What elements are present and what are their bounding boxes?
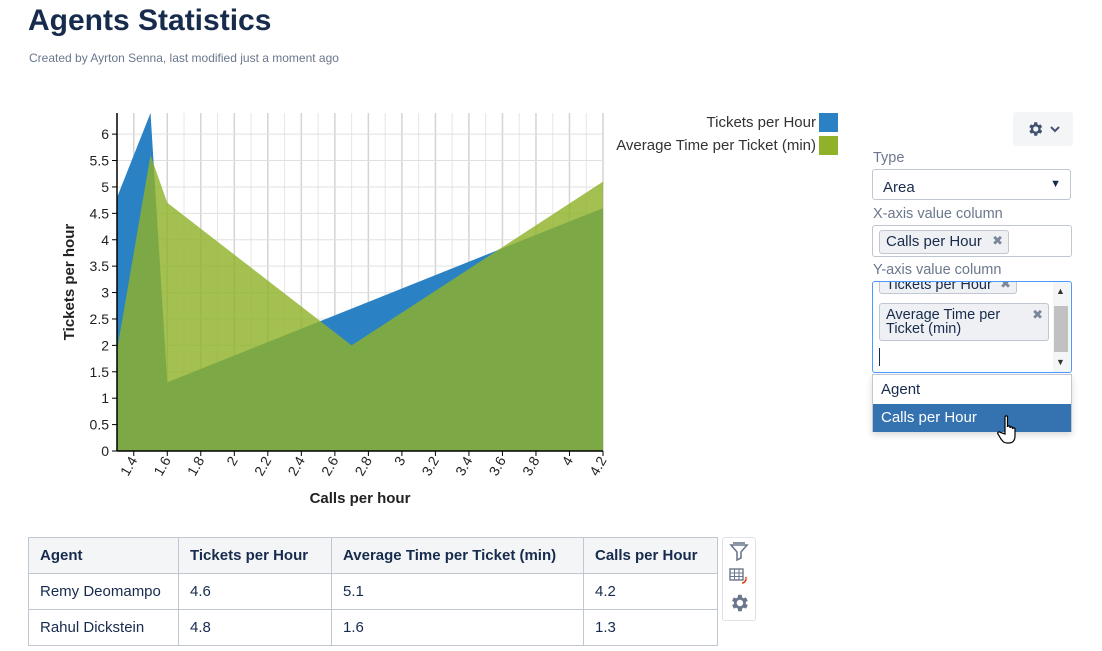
legend-label-avg-time: Average Time per Ticket (min) xyxy=(616,137,816,154)
y-axis-options-dropdown: Agent Calls per Hour xyxy=(872,374,1072,432)
x-axis-column-input[interactable]: Calls per Hour ✖ xyxy=(872,225,1072,257)
table-cell: 5.1 xyxy=(331,573,584,610)
table-transform-icon[interactable] xyxy=(728,566,750,588)
x-tick-label: 2.4 xyxy=(284,453,308,478)
x-axis-tag: Calls per Hour ✖ xyxy=(879,230,1009,254)
chart-settings-button[interactable] xyxy=(1013,112,1073,146)
table-cell: 4.6 xyxy=(178,573,332,610)
x-tick-label: 1.4 xyxy=(117,453,141,478)
legend-label-tickets: Tickets per Hour xyxy=(706,114,816,131)
y-axis-tag-avg-time-line2: Ticket (min) xyxy=(886,321,962,337)
y-tick-label: 1 xyxy=(101,390,109,406)
type-label: Type xyxy=(873,150,905,166)
type-select-value: Area xyxy=(883,179,915,196)
y-tick-label: 0.5 xyxy=(90,417,110,433)
x-tick-label: 2.8 xyxy=(351,453,375,478)
legend-item-tickets: Tickets per Hour xyxy=(707,113,838,132)
table-cell: Rahul Dickstein xyxy=(28,609,179,646)
x-tick-label: 3.8 xyxy=(519,453,543,478)
x-tick-label: 1.6 xyxy=(150,453,174,478)
table-cell: 1.3 xyxy=(583,609,718,646)
agents-table: Agent Tickets per Hour Average Time per … xyxy=(28,537,718,646)
legend-item-avg-time: Average Time per Ticket (min) xyxy=(616,136,838,155)
text-cursor xyxy=(879,348,880,366)
x-tick-label: 2.6 xyxy=(318,453,342,478)
table-cell: 4.8 xyxy=(178,609,332,646)
legend-swatch-tickets xyxy=(819,113,838,132)
y-tick-label: 5.5 xyxy=(90,153,110,169)
scroll-down-icon[interactable]: ▼ xyxy=(1056,357,1065,367)
select-arrow-icon: ▼ xyxy=(1050,178,1061,190)
remove-tag-icon[interactable]: ✖ xyxy=(1000,281,1011,291)
x-tick-label: 3 xyxy=(391,453,409,468)
y-tick-label: 4 xyxy=(101,232,109,248)
table-header-row: Agent Tickets per Hour Average Time per … xyxy=(28,537,718,574)
area-series-1 xyxy=(117,155,603,451)
y-tick-label: 3.5 xyxy=(90,258,110,274)
remove-tag-icon[interactable]: ✖ xyxy=(992,233,1003,248)
table-cell: 4.2 xyxy=(583,573,718,610)
type-select[interactable]: Area ▼ xyxy=(872,169,1071,200)
option-agent[interactable]: Agent xyxy=(881,381,921,398)
x-tick-label: 2.2 xyxy=(251,453,275,478)
y-tick-label: 2 xyxy=(101,337,109,353)
area-chart: 0 0.5 1 1.5 2 2.5 3 3.5 4 4.5 5 5.5 6 1.4 1.6 1.8 2 2.2 2.… xyxy=(61,113,610,507)
table-cell: Remy Deomampo xyxy=(28,573,179,610)
x-tick-label: 4.2 xyxy=(586,453,610,478)
page-byline: Created by Ayrton Senna, last modified j… xyxy=(29,51,339,65)
y-tick-label: 0 xyxy=(101,443,109,459)
x-tick-label: 1.8 xyxy=(184,453,208,478)
column-header[interactable]: Tickets per Hour xyxy=(178,537,332,574)
x-tick-label: 3.2 xyxy=(418,453,442,478)
x-tick-label: 2 xyxy=(223,453,241,468)
legend-swatch-avg-time xyxy=(819,136,838,155)
x-axis-tag-label: Calls per Hour xyxy=(886,233,982,250)
table-row: Rahul Dickstein 4.8 1.6 1.3 xyxy=(28,609,718,646)
option-calls-per-hour[interactable]: Calls per Hour xyxy=(873,404,1071,432)
y-tick-label: 1.5 xyxy=(90,364,110,380)
filter-icon[interactable] xyxy=(728,541,750,563)
column-header[interactable]: Calls per Hour xyxy=(583,537,718,574)
column-header[interactable]: Average Time per Ticket (min) xyxy=(331,537,584,574)
y-axis-tag-avg-time-line1: Average Time per xyxy=(886,307,1001,323)
y-tick-label: 2.5 xyxy=(90,311,110,327)
x-tick-label: 3.4 xyxy=(452,453,476,478)
scrollbar-thumb[interactable] xyxy=(1054,306,1068,352)
column-header[interactable]: Agent xyxy=(28,537,179,574)
y-axis-tag-tickets-label: Tickets per Hour xyxy=(886,281,992,293)
gear-icon xyxy=(1029,122,1043,136)
x-axis-label: Calls per hour xyxy=(310,490,411,507)
y-axis-label: Tickets per hour xyxy=(61,224,78,341)
table-settings-gear-icon[interactable] xyxy=(728,592,750,614)
y-axis-column-input[interactable]: Tickets per Hour ✖ Average Time per Tick… xyxy=(872,281,1072,373)
y-tick-label: 3 xyxy=(101,285,109,301)
scroll-up-icon[interactable]: ▲ xyxy=(1056,286,1065,296)
remove-tag-icon[interactable]: ✖ xyxy=(1032,307,1043,322)
page-title: Agents Statistics xyxy=(28,4,272,37)
hand-cursor-icon xyxy=(997,415,1016,444)
table-cell: 1.6 xyxy=(331,609,584,646)
table-row: Remy Deomampo 4.6 5.1 4.2 xyxy=(28,573,718,610)
y-tick-label: 4.5 xyxy=(90,205,110,221)
y-axis-column-label: Y-axis value column xyxy=(873,262,1002,278)
y-axis-tag-tickets: Tickets per Hour ✖ xyxy=(879,281,1017,294)
x-tick-label: 4 xyxy=(558,453,576,468)
x-axis-column-label: X-axis value column xyxy=(873,206,1003,222)
scrollbar[interactable]: ▲ ▼ xyxy=(1053,282,1070,372)
x-tick-label: 3.6 xyxy=(485,453,509,478)
y-axis-tag-avg-time: Average Time per Ticket (min) ✖ xyxy=(879,303,1049,341)
table-tools-panel xyxy=(722,537,756,621)
y-tick-label: 6 xyxy=(101,126,109,142)
y-tick-label: 5 xyxy=(101,179,109,195)
chevron-down-icon xyxy=(1050,126,1060,133)
